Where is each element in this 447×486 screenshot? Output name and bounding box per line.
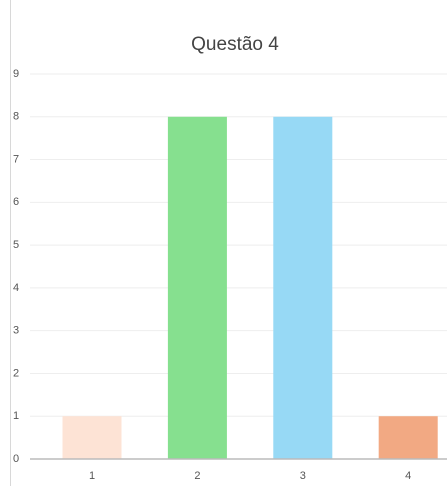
y-tick-label: 2 — [13, 367, 19, 379]
bar — [167, 116, 227, 460]
x-tick-label: 1 — [89, 470, 95, 482]
y-tick-label: 0 — [13, 453, 19, 465]
y-tick-label: 6 — [13, 196, 19, 208]
chart-title: Questão 4 — [191, 34, 279, 55]
y-tick-label: 8 — [13, 111, 19, 123]
bar — [378, 416, 438, 459]
x-tick-label: 4 — [405, 470, 411, 482]
y-tick-label: 3 — [13, 325, 19, 337]
y-tick-label: 7 — [13, 153, 19, 165]
y-tick-label: 1 — [13, 410, 19, 422]
y-tick-label: 9 — [13, 68, 19, 80]
x-tick-label: 2 — [194, 470, 200, 482]
bar — [62, 416, 122, 459]
y-tick-label: 5 — [13, 239, 19, 251]
bar — [273, 116, 333, 460]
y-tick-label: 4 — [13, 282, 19, 294]
x-tick-label: 3 — [300, 470, 306, 482]
